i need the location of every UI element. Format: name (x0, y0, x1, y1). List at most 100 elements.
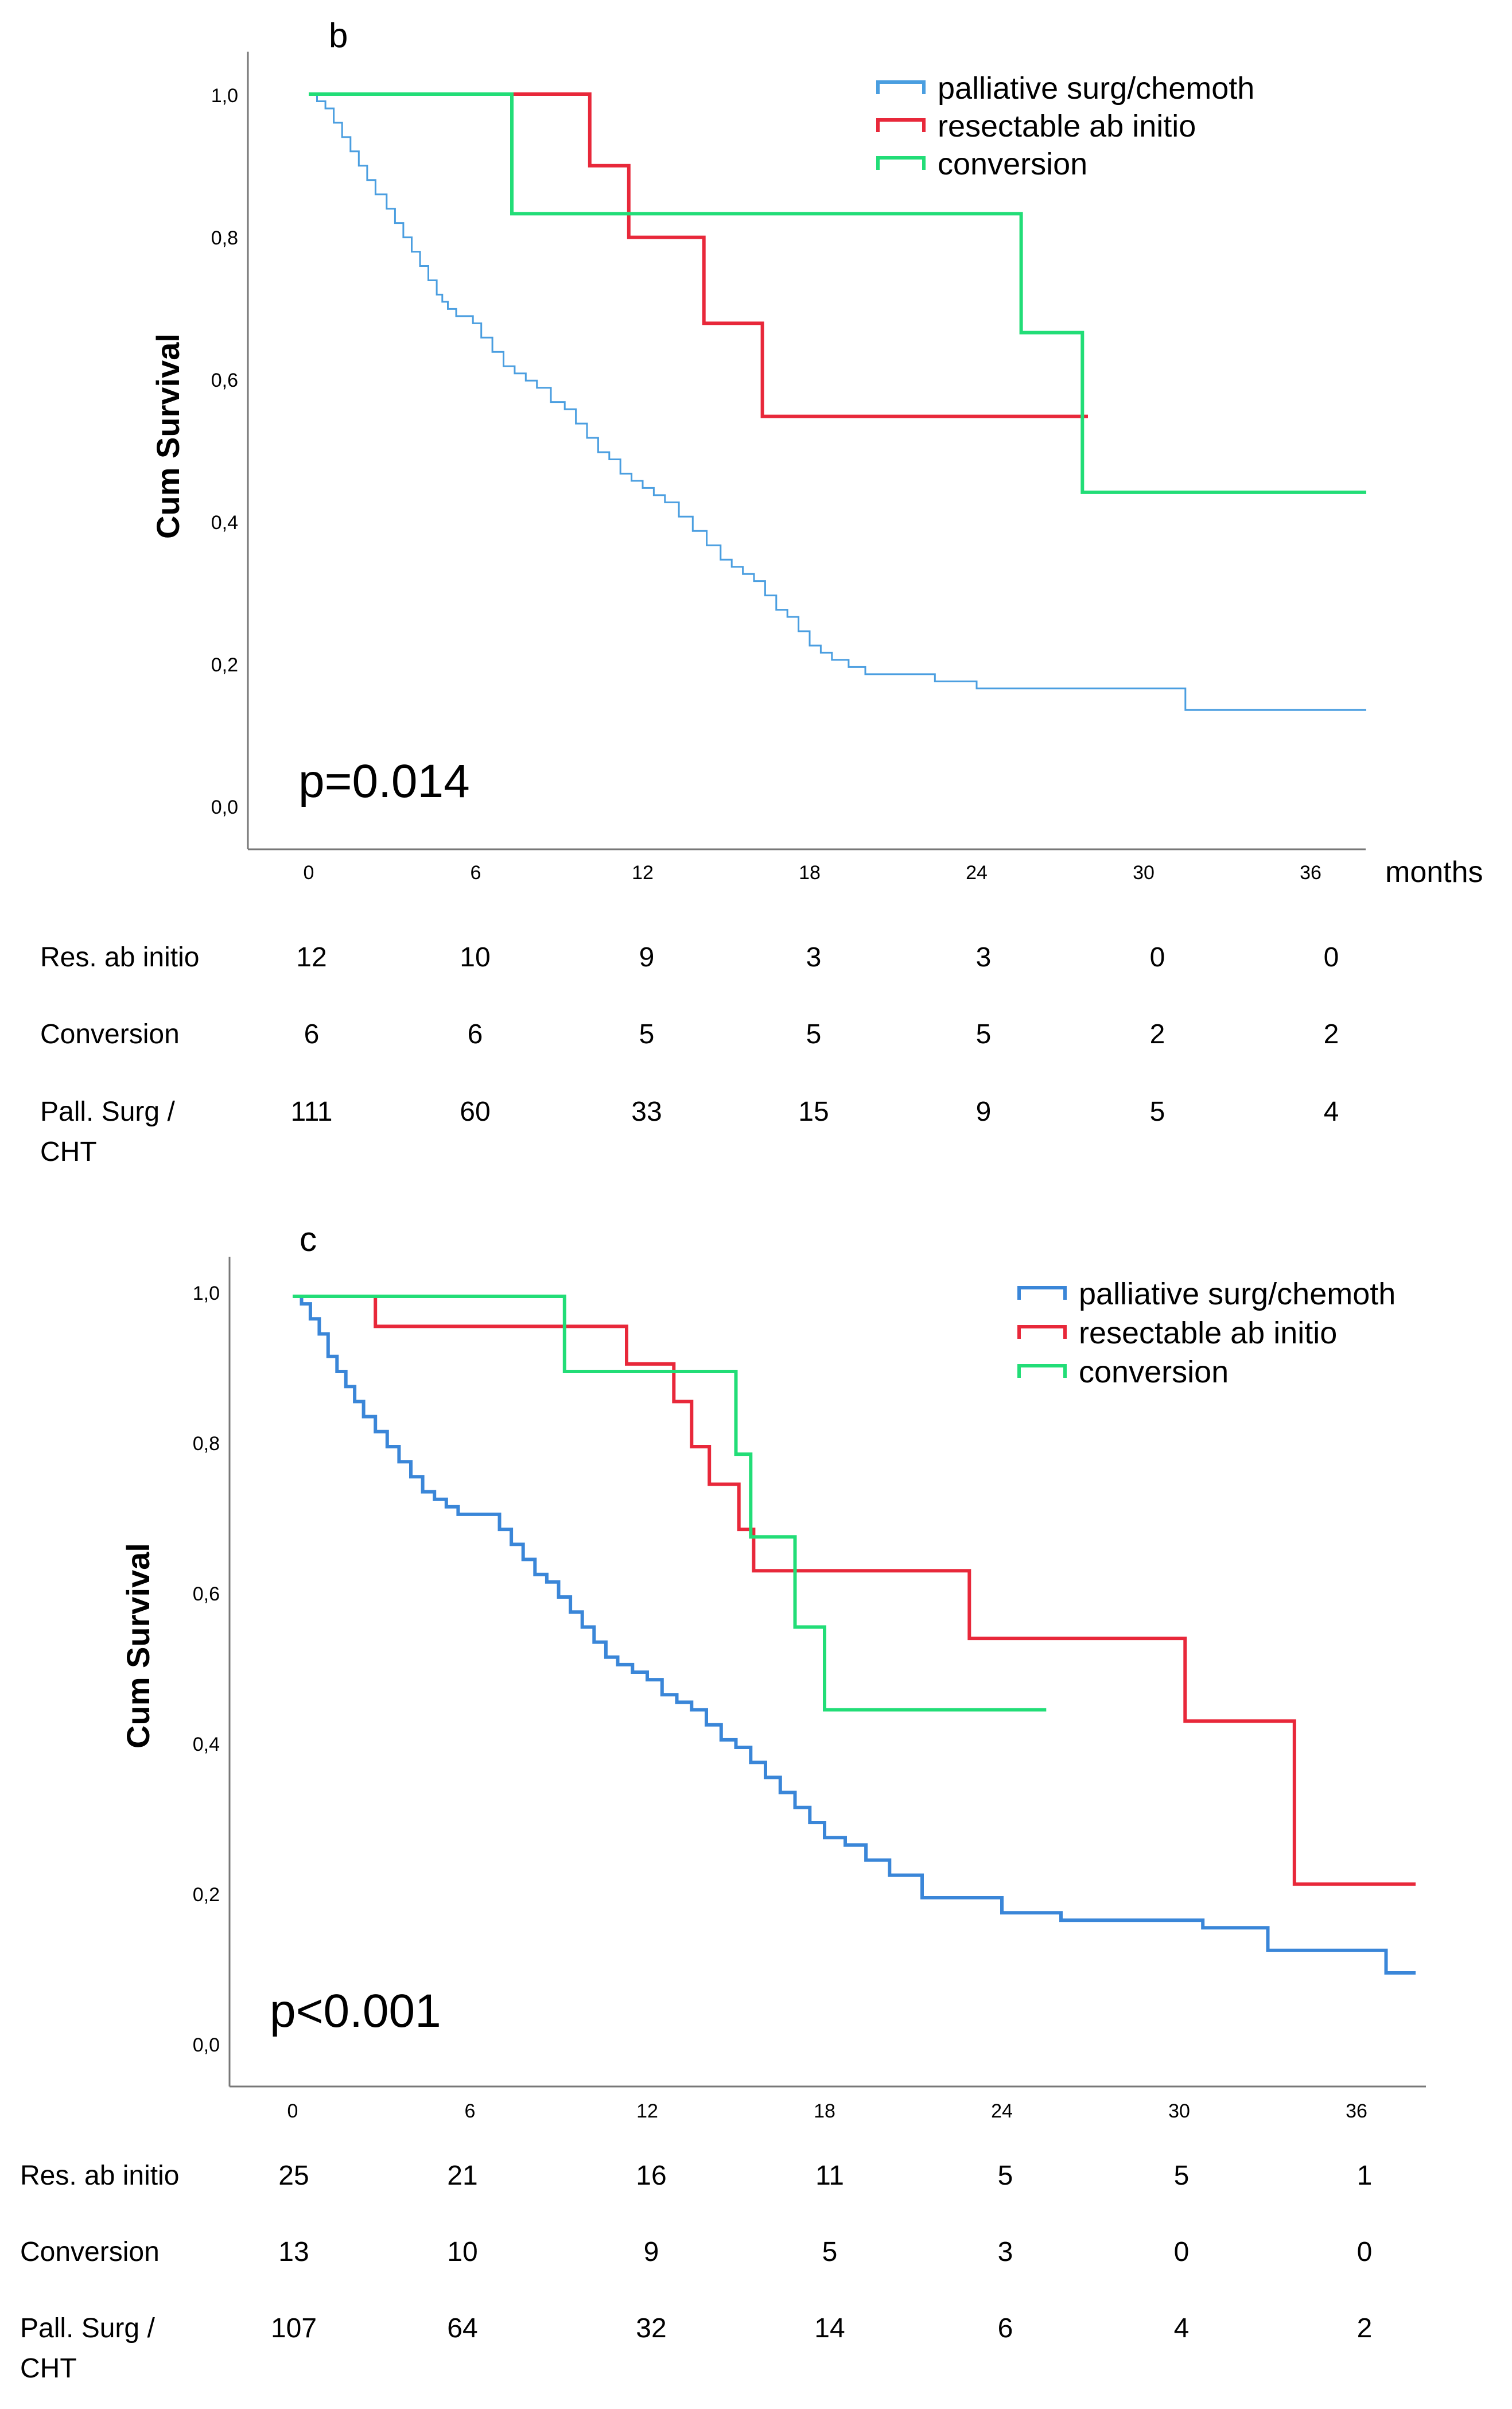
panel-c-risk-cell: 2 (1357, 2313, 1373, 2344)
panel-b-series-conversion-line (309, 92, 1366, 494)
panel-c-risk-cell: 1 (1357, 2161, 1373, 2191)
panel-b-risk-row-label-resectable: Res. ab initio (40, 942, 199, 973)
panel-b-y-ticks: 0,0 0,2 0,4 0,6 0,8 1,0 (211, 85, 238, 818)
panel-c-risk-cell: 25 (278, 2161, 309, 2191)
panel-b-y-axis-title: Cum Survival (150, 333, 186, 539)
panel-c-ytick-4: 0,8 (193, 1433, 220, 1455)
panel-c-legend: palliative surg/chemoth resectable ab in… (1017, 1277, 1396, 1389)
panel-c-risk-cell: 107 (271, 2313, 317, 2344)
panel-c-y-ticks: 0,0 0,2 0,4 0,6 0,8 1,0 (193, 1283, 220, 2056)
panel-c-label: c (300, 1220, 317, 1258)
panel-c-ytick-5: 1,0 (193, 1283, 220, 1304)
panel-b-legend-label-conversion: conversion (938, 147, 1087, 181)
panel-b-risk-cell: 5 (639, 1019, 655, 1050)
panel-b-risk-cell: 4 (1324, 1097, 1339, 1127)
panel-c-xtick-2: 12 (636, 2100, 658, 2122)
panel-c-risk-cell: 0 (1174, 2237, 1190, 2267)
panel-b-risk-row-label-conversion: Conversion (40, 1019, 180, 1050)
panel-c-risk-cell: 11 (815, 2161, 844, 2191)
panel-c-series-palliative-line (293, 1295, 1416, 1975)
panel-b-risk-cell: 0 (1324, 942, 1339, 973)
panel-b-x-axis-title: months (1385, 856, 1483, 889)
panel-c-ytick-3: 0,6 (193, 1583, 220, 1605)
panel-c-risk-cell: 10 (447, 2237, 477, 2267)
panel-b-legend-label-palliative: palliative surg/chemoth (938, 71, 1254, 106)
panel-c-risk-cell: 13 (278, 2237, 309, 2267)
panel-b-axes (247, 52, 1366, 850)
panel-b-risk-cell: 9 (639, 942, 655, 973)
panel-c-risk-cell: 3 (998, 2237, 1013, 2267)
panel-b-risk-cell: 2 (1150, 1019, 1165, 1050)
panel-c-x-ticks: 0 6 12 18 24 30 36 (287, 2100, 1367, 2122)
panel-b-legend-swatch-palliative (876, 80, 926, 94)
panel-b-xtick-3: 18 (799, 862, 821, 884)
panel-c-p-value: p<0.001 (270, 1985, 441, 2037)
panel-b-ytick-1: 0,2 (211, 654, 238, 676)
panel-b-legend-swatch-conversion (876, 156, 926, 170)
panel-c-xtick-3: 18 (814, 2100, 835, 2122)
panel-b-series-group (309, 92, 1366, 711)
panel-b-risk-row-label-palliative-line2: CHT (40, 1137, 97, 1167)
panel-b-legend-swatch-resectable (876, 118, 926, 132)
panel-c-xtick-6: 36 (1346, 2100, 1367, 2122)
panel-c-axes (228, 1257, 1426, 2088)
panel-c-risk-cell: 32 (636, 2313, 666, 2344)
panel-c-risk-row-label-conversion: Conversion (20, 2237, 160, 2267)
panel-c-ytick-0: 0,0 (193, 2034, 220, 2056)
panel-c-legend-swatch-resectable (1017, 1325, 1067, 1339)
panel-b-risk-cell: 5 (1150, 1097, 1165, 1127)
panel-c-legend-swatch-palliative (1017, 1286, 1067, 1300)
panel-c-series-resectable-line (293, 1295, 1416, 1886)
panel-b-risk-cell: 111 (291, 1097, 333, 1127)
panel-c-series-conversion-line (293, 1295, 1047, 1712)
panel-b-risk-cell: 9 (976, 1097, 992, 1127)
panel-b-ytick-2: 0,4 (211, 512, 238, 534)
panel-c-risk-table: Res. ab initio Conversion Pall. Surg / C… (20, 2161, 1372, 2384)
panel-c-risk-row-label-palliative-line2: CHT (20, 2353, 77, 2384)
panel-b-ytick-3: 0,6 (211, 370, 238, 391)
panel-b-xtick-2: 12 (632, 862, 654, 884)
panel-c-ytick-2: 0,4 (193, 1734, 220, 1755)
panel-c-risk-cell: 4 (1174, 2313, 1190, 2344)
panel-c-legend-label-conversion: conversion (1079, 1355, 1229, 1389)
panel-b-risk-row-label-palliative: Pall. Surg / (40, 1097, 175, 1127)
panel-b-x-ticks: 0 6 12 18 24 30 36 (304, 862, 1321, 884)
panel-b-legend-label-resectable: resectable ab initio (938, 109, 1196, 143)
panel-b-chart: b Cum Survival 0,0 0,2 0,4 0,6 0,8 1,0 0… (150, 16, 1483, 889)
panel-b-p-value: p=0.014 (298, 755, 470, 807)
panel-c-risk-cell: 14 (814, 2313, 845, 2344)
panel-c-risk-cell: 64 (447, 2313, 477, 2344)
panel-c-legend-label-palliative: palliative surg/chemoth (1079, 1277, 1396, 1311)
panel-b-ytick-5: 1,0 (211, 85, 238, 107)
panel-b-xtick-4: 24 (966, 862, 988, 884)
panel-c-risk-row-label-resectable: Res. ab initio (20, 2161, 179, 2191)
panel-b-xtick-5: 30 (1133, 862, 1155, 884)
panel-c-risk-cell: 16 (636, 2161, 666, 2191)
panel-c-ytick-1: 0,2 (193, 1884, 220, 1906)
panel-b-risk-cell: 12 (296, 942, 327, 973)
panel-c-series-group (293, 1295, 1416, 1975)
panel-b-risk-cell: 6 (304, 1019, 320, 1050)
panel-b-xtick-0: 0 (304, 862, 314, 884)
panel-c-legend-swatch-conversion (1017, 1364, 1067, 1378)
panel-b-risk-cell: 2 (1324, 1019, 1339, 1050)
panel-c-risk-cell: 9 (644, 2237, 659, 2267)
panel-b-risk-cell: 5 (806, 1019, 822, 1050)
panel-c-risk-cell: 5 (998, 2161, 1013, 2191)
panel-c-risk-cell: 0 (1357, 2237, 1373, 2267)
panel-c-legend-label-resectable: resectable ab initio (1079, 1316, 1337, 1350)
panel-b-ytick-0: 0,0 (211, 796, 238, 818)
panel-b-risk-cell: 33 (631, 1097, 662, 1127)
panel-b-risk-table: Res. ab initio Conversion Pall. Surg / C… (40, 942, 1339, 1167)
panel-c-xtick-0: 0 (287, 2100, 298, 2122)
panel-c-chart: c Cum Survival 0,0 0,2 0,4 0,6 0,8 1,0 0… (120, 1220, 1426, 2122)
panel-c-risk-cell: 5 (1174, 2161, 1190, 2191)
panel-c-y-axis-title: Cum Survival (120, 1543, 156, 1749)
panel-c-risk-cell: 5 (822, 2237, 838, 2267)
panel-b-risk-cell: 3 (806, 942, 822, 973)
panel-b-label: b (329, 16, 348, 55)
panel-b-xtick-1: 6 (471, 862, 481, 884)
panel-c-xtick-5: 30 (1168, 2100, 1190, 2122)
panel-b-risk-cell: 15 (798, 1097, 829, 1127)
